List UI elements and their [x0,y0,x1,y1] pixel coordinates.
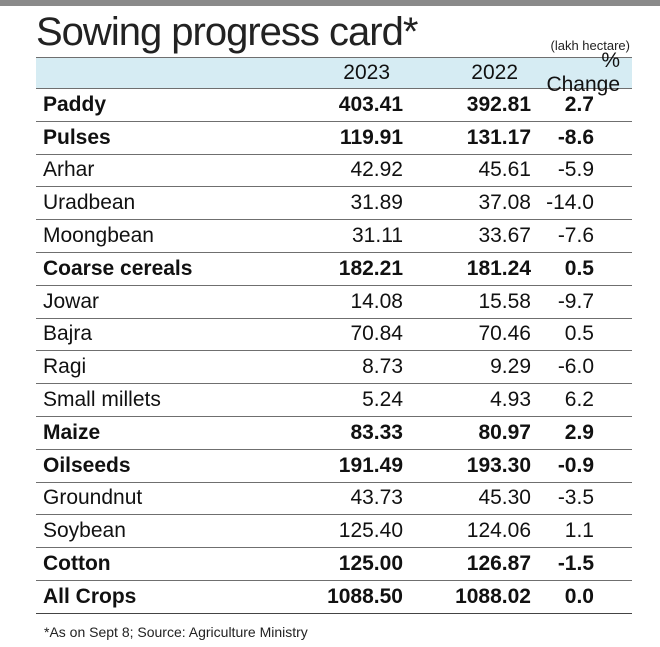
cell-2022: 193.30 [466,453,531,477]
page-title: Sowing progress card* [36,10,418,54]
cell-2022: 1088.02 [455,584,531,608]
table-row: Maize 83.33 80.97 2.9 [36,417,632,450]
cell-crop: Cotton [43,552,111,576]
cell-crop: Soybean [43,519,126,543]
cell-2023: 14.08 [350,289,403,313]
cell-change: -5.9 [557,158,594,182]
footnote: *As on Sept 8; Source: Agriculture Minis… [44,624,308,640]
cell-2023: 8.73 [362,355,403,379]
cell-2023: 31.11 [352,224,403,248]
table-row: All Crops 1088.50 1088.02 0.0 [36,581,632,614]
cell-crop: Maize [43,420,101,444]
table-row: Oilseeds 191.49 193.30 -0.9 [36,450,632,483]
cell-change: 2.9 [564,420,594,444]
cell-2022: 392.81 [466,92,531,116]
table-row: Small millets 5.24 4.93 6.2 [36,384,632,417]
cell-change: -14.0 [546,191,594,215]
cell-2022: 124.06 [466,519,531,543]
cell-change: -6.0 [557,355,594,379]
table-row: Arhar 42.92 45.61 -5.9 [36,155,632,188]
cell-2022: 33.67 [478,224,531,248]
cell-change: 0.5 [564,256,594,280]
cell-2022: 37.08 [478,191,531,215]
cell-crop: Moongbean [43,224,154,248]
cell-2023: 182.21 [338,256,403,280]
cell-2023: 43.73 [350,486,403,510]
table-row: Uradbean 31.89 37.08 -14.0 [36,187,632,221]
sowing-table: 2023 2022 % Change Paddy 403.41 392.81 2.7 P… [36,49,632,614]
header-change: % Change [546,49,620,96]
table-row: Jowar 14.08 15.58 -9.7 [36,286,632,319]
table-row: Coarse cereals 182.21 181.24 0.5 [36,253,632,286]
cell-crop: Pulses [43,125,111,149]
cell-change: 6.2 [564,388,594,412]
cell-crop: Groundnut [43,486,143,510]
cell-change: -7.6 [557,224,594,248]
cell-crop: All Crops [43,584,137,608]
cell-crop: Paddy [43,92,107,116]
cell-2022: 126.87 [466,552,531,576]
cell-2023: 119.91 [339,125,403,149]
cell-2023: 125.40 [338,519,403,543]
cell-crop: Uradbean [43,191,136,215]
table-row: Moongbean 31.11 33.67 -7.6 [36,220,632,253]
cell-crop: Small millets [43,388,161,412]
table-row: Soybean 125.40 124.06 1.1 [36,515,632,549]
cell-crop: Oilseeds [43,453,131,477]
table-row: Groundnut 43.73 45.30 -3.5 [36,483,632,516]
cell-2022: 70.46 [478,322,531,346]
table-row: Bajra 70.84 70.46 0.5 [36,319,632,352]
table-row: Paddy 403.41 392.81 2.7 [36,89,632,122]
cell-change: -0.9 [557,453,594,477]
header-2022: 2022 [471,61,518,84]
table-header-row: 2023 2022 % Change [36,49,632,96]
cell-change: -3.5 [557,486,594,510]
cell-2022: 15.58 [478,289,531,313]
header-2023: 2023 [343,61,390,84]
cell-2023: 83.33 [350,420,403,444]
cell-2022: 45.61 [478,158,531,182]
table-row: Ragi 8.73 9.29 -6.0 [36,351,632,385]
cell-change: 1.1 [564,519,594,543]
cell-2023: 70.84 [350,322,403,346]
top-rule [0,0,660,6]
cell-change: -8.6 [557,125,594,149]
table-body: Paddy 403.41 392.81 2.7 Pulses 119.91 131.17 -8… [36,89,632,614]
table-row: Cotton 125.00 126.87 -1.5 [36,548,632,581]
cell-2022: 4.93 [490,388,531,412]
cell-change: -9.7 [557,289,594,313]
table-row: Pulses 119.91 131.17 -8.6 [36,122,632,155]
cell-2022: 9.29 [490,355,531,379]
cell-crop: Arhar [43,158,95,182]
cell-2023: 42.92 [350,158,403,182]
cell-2022: 80.97 [478,420,531,444]
cell-crop: Coarse cereals [43,256,193,280]
unit-note: (lakh hectare) [550,38,630,53]
cell-2023: 5.24 [362,388,403,412]
cell-crop: Ragi [43,355,87,379]
cell-change: 2.7 [564,92,594,116]
cell-2022: 131.17 [466,125,531,149]
cell-crop: Bajra [43,322,93,346]
cell-change: 0.5 [564,322,594,346]
cell-2023: 191.49 [338,453,403,477]
cell-change: 0.0 [564,584,594,608]
cell-2023: 403.41 [338,92,403,116]
cell-2023: 1088.50 [327,584,403,608]
cell-2023: 31.89 [350,191,403,215]
cell-change: -1.5 [557,552,594,576]
cell-2022: 45.30 [478,486,531,510]
cell-crop: Jowar [43,289,100,313]
cell-2022: 181.24 [466,256,531,280]
cell-2023: 125.00 [338,552,403,576]
